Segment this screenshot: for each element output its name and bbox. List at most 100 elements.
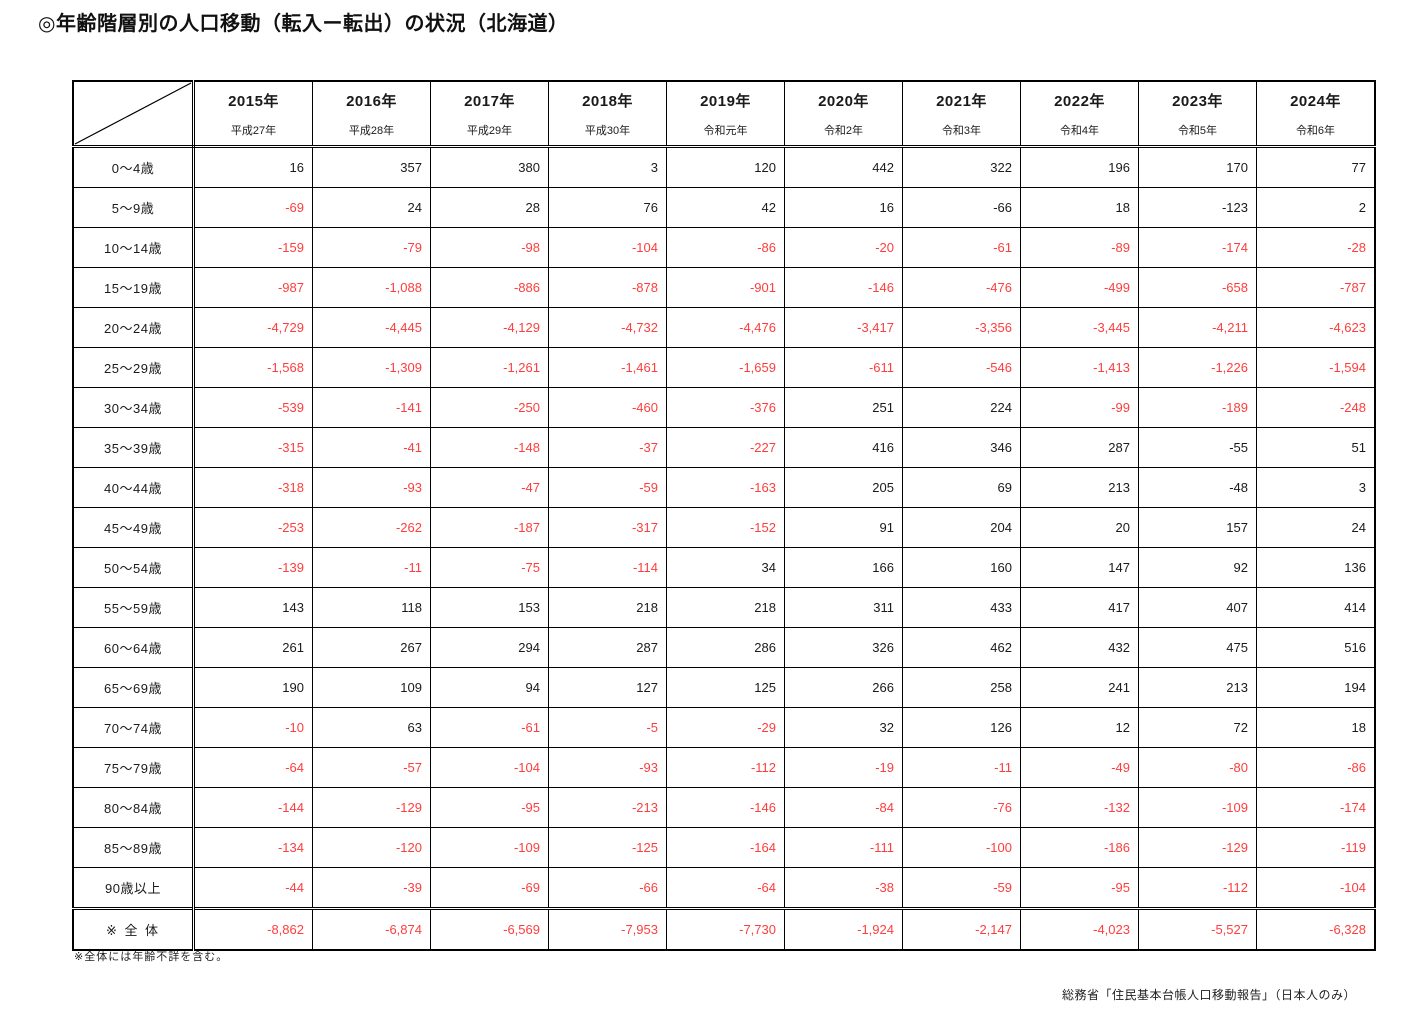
column-header-2019: 2019年 令和元年 [666,80,785,148]
row-label: 45～49歳 [72,507,195,548]
value-cell: 91 [784,507,903,548]
total-row: ※ 全 体 -8,862 -6,874 -6,569 -7,953 -7,730 -1,92… [72,907,1376,951]
value-cell: 442 [784,146,903,188]
value-cell: -79 [312,227,431,268]
value-cell: -7,730 [666,907,785,951]
value-cell: 34 [666,547,785,588]
value-cell: 414 [1256,587,1376,628]
value-cell: -4,623 [1256,307,1376,348]
value-cell: 266 [784,667,903,708]
value-cell: -109 [430,827,549,868]
table-header: 2015年 平成27年 2016年 平成28年 2017年 平成29年 2018年 平成30年… [72,80,1376,148]
table-row: 5～9歳 -69 24 28 76 42 16 -66 18 -123 2 [72,187,1376,228]
value-cell: -152 [666,507,785,548]
table-row: 55～59歳 143 118 153 218 218 311 433 417 407 414 [72,587,1376,628]
value-cell: 311 [784,587,903,628]
value-cell: -104 [1256,867,1376,909]
value-cell: -64 [193,747,313,788]
value-cell: -7,953 [548,907,667,951]
value-cell: -86 [666,227,785,268]
value-cell: -187 [430,507,549,548]
value-cell: -148 [430,427,549,468]
row-label: 40～44歳 [72,467,195,508]
value-cell: 12 [1020,707,1139,748]
table-row: 10～14歳 -159 -79 -98 -104 -86 -20 -61 -89 -174 -28 [72,227,1376,268]
value-cell: -499 [1020,267,1139,308]
year-label: 2024年 [1290,92,1341,110]
column-header-2018: 2018年 平成30年 [548,80,667,148]
value-cell: -132 [1020,787,1139,828]
row-label: 15～19歳 [72,267,195,308]
row-label: 90歳以上 [72,867,195,909]
value-cell: -75 [430,547,549,588]
table-row: 0～4歳 16 357 380 3 120 442 322 196 170 77 [72,146,1376,188]
value-cell: 76 [548,187,667,228]
value-cell: 475 [1138,627,1257,668]
value-cell: -146 [784,267,903,308]
era-label: 平成27年 [230,124,277,137]
value-cell: 160 [902,547,1021,588]
value-cell: 417 [1020,587,1139,628]
value-cell: -213 [548,787,667,828]
value-cell: -5,527 [1138,907,1257,951]
value-cell: -10 [193,707,313,748]
value-cell: 109 [312,667,431,708]
value-cell: -69 [430,867,549,909]
year-label: 2015年 [228,92,279,110]
value-cell: -376 [666,387,785,428]
value-cell: 147 [1020,547,1139,588]
value-cell: -476 [902,267,1021,308]
table-row: 30～34歳 -539 -141 -250 -460 -376 251 224 -99 -189-… [72,387,1376,428]
value-cell: 294 [430,627,549,668]
value-cell: 72 [1138,707,1257,748]
value-cell: -95 [1020,867,1139,909]
column-header-2024: 2024年 令和6年 [1256,80,1376,148]
column-header-2020: 2020年 令和2年 [784,80,903,148]
value-cell: 3 [1256,467,1376,508]
row-label: 55～59歳 [72,587,195,628]
value-cell: -48 [1138,467,1257,508]
value-cell: -11 [902,747,1021,788]
row-label: 60～64歳 [72,627,195,668]
value-cell: -114 [548,547,667,588]
row-label: ※ 全 体 [72,907,195,951]
value-cell: -144 [193,787,313,828]
value-cell: -5 [548,707,667,748]
table-row: 20～24歳 -4,729 -4,445 -4,129 -4,732 -4,476 -3,4… [72,307,1376,348]
value-cell: 94 [430,667,549,708]
row-label: 70～74歳 [72,707,195,748]
value-cell: -1,413 [1020,347,1139,388]
value-cell: -4,476 [666,307,785,348]
value-cell: 251 [784,387,903,428]
table-row: 50～54歳 -139 -11 -75 -114 34 166 160 147 92 136 [72,547,1376,588]
table-row: 80～84歳 -144 -129 -95 -213 -146 -84 -76 -132 -109-… [72,787,1376,828]
value-cell: -47 [430,467,549,508]
value-cell: 218 [666,587,785,628]
value-cell: 194 [1256,667,1376,708]
value-cell: -93 [548,747,667,788]
column-header-2022: 2022年 令和4年 [1020,80,1139,148]
value-cell: -1,659 [666,347,785,388]
value-cell: 16 [784,187,903,228]
value-cell: 462 [902,627,1021,668]
row-label: 10～14歳 [72,227,195,268]
value-cell: -6,874 [312,907,431,951]
value-cell: -4,445 [312,307,431,348]
value-cell: -39 [312,867,431,909]
year-label: 2016年 [346,92,397,110]
value-cell: -317 [548,507,667,548]
value-cell: -86 [1256,747,1376,788]
era-label: 令和5年 [1177,124,1218,137]
value-cell: -104 [430,747,549,788]
value-cell: -59 [902,867,1021,909]
value-cell: 92 [1138,547,1257,588]
table-row: 45～49歳 -253 -262 -187 -317 -152 91 204 20 157 24 [72,507,1376,548]
value-cell: 322 [902,146,1021,188]
value-cell: -1,226 [1138,347,1257,388]
value-cell: 357 [312,146,431,188]
value-cell: -1,088 [312,267,431,308]
value-cell: -111 [784,827,903,868]
value-cell: 24 [312,187,431,228]
value-cell: -4,211 [1138,307,1257,348]
value-cell: -658 [1138,267,1257,308]
